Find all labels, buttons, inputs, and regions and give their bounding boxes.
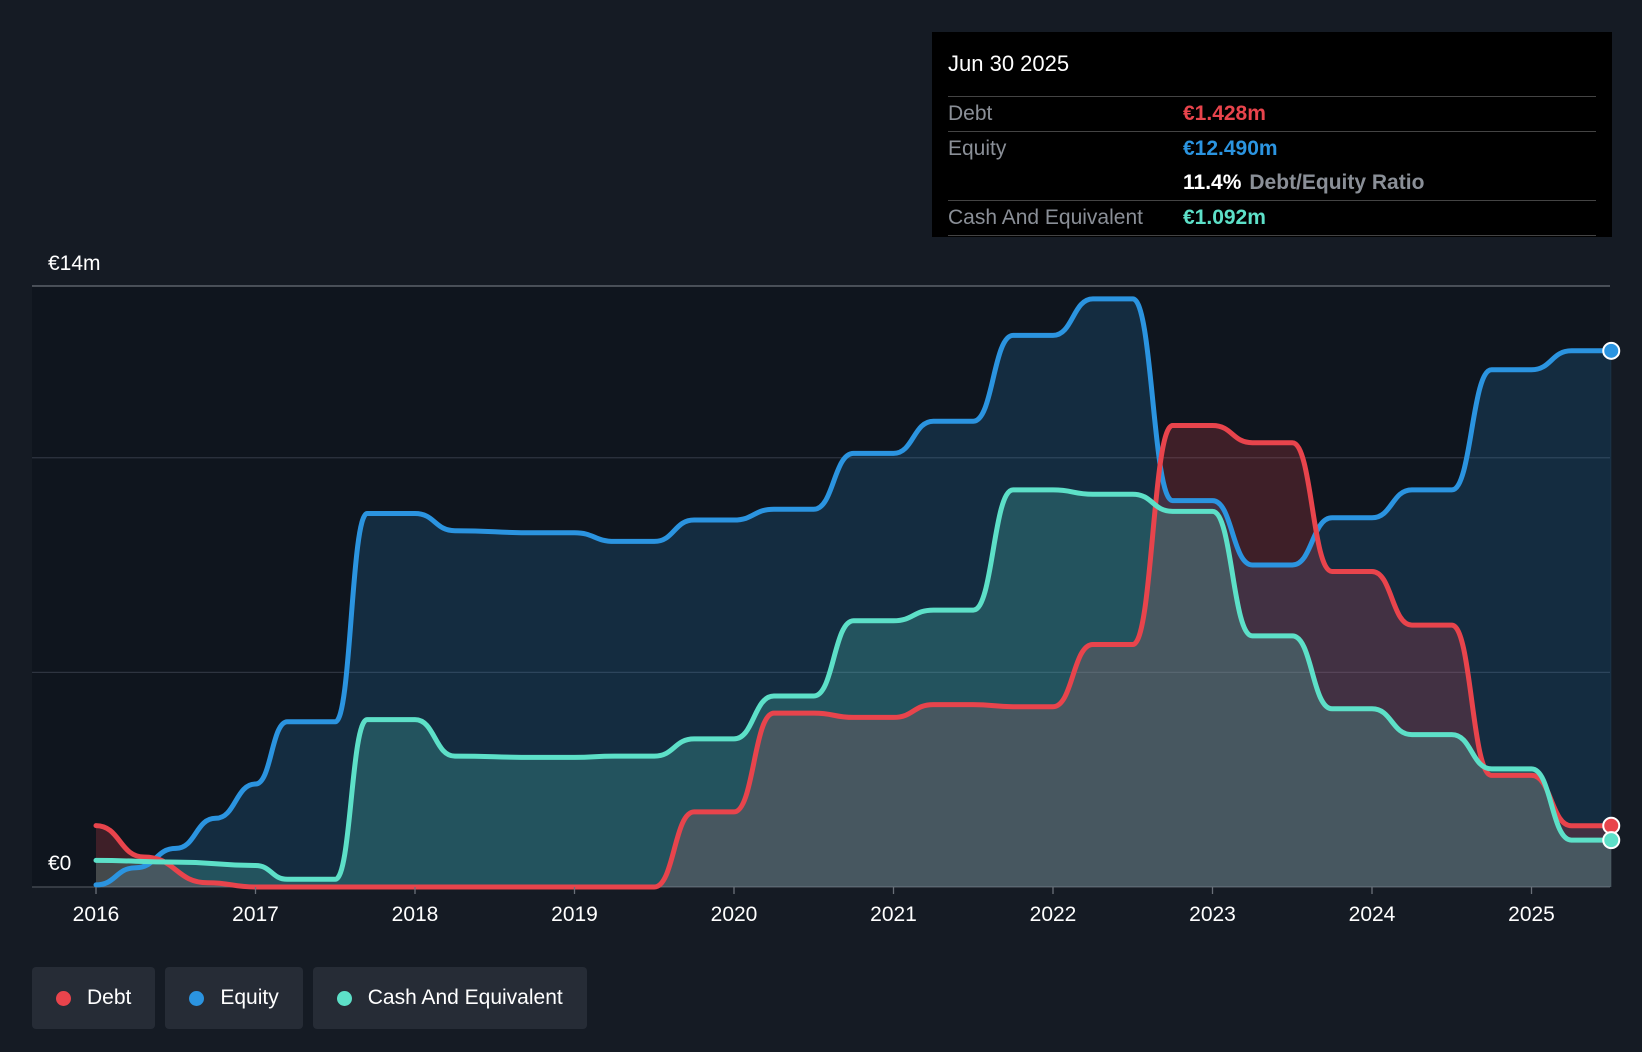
- legend-item-cash[interactable]: Cash And Equivalent: [312, 967, 587, 1029]
- x-tick-2016: 2016: [73, 903, 120, 926]
- tooltip-cash-label: Cash And Equivalent: [948, 206, 1143, 229]
- tooltip-equity-label: Equity: [948, 137, 1007, 160]
- legend-cash-label: Cash And Equivalent: [367, 986, 563, 1009]
- y-axis-label-top: €14m: [48, 252, 101, 275]
- tooltip-equity-value: €12.490m: [1183, 137, 1278, 160]
- debt-dot-icon: [56, 990, 71, 1006]
- endpoint-cash-and-equivalent: [1602, 831, 1621, 850]
- endpoint-equity: [1602, 341, 1621, 360]
- legend: Debt Equity Cash And Equivalent: [32, 967, 587, 1029]
- tooltip-debt-value: €1.428m: [1183, 102, 1266, 125]
- x-axis-ticks: 2016 2017 2018 2019 2020 2021 2022 2023 2024 2025: [73, 887, 1555, 926]
- x-tick-2025: 2025: [1508, 903, 1555, 926]
- tooltip-ratio-row: 11.4% Debt/Equity Ratio: [948, 166, 1596, 200]
- tooltip-ratio-value: 11.4%: [1183, 171, 1242, 194]
- y-axis-label-bottom: €0: [48, 852, 71, 875]
- legend-debt-label: Debt: [87, 986, 132, 1009]
- tooltip-cash-row: Cash And Equivalent €1.092m: [948, 200, 1596, 236]
- legend-equity-label: Equity: [220, 986, 279, 1009]
- line-debt: [93, 423, 1614, 890]
- series-endpoints: [1602, 341, 1621, 850]
- tooltip-date: Jun 30 2025: [948, 51, 1070, 76]
- legend-item-equity[interactable]: Equity: [165, 967, 303, 1029]
- tooltip-debt-row: Debt €1.428m: [948, 96, 1596, 131]
- tooltip-debt-label: Debt: [948, 102, 993, 125]
- cash-dot-icon: [336, 990, 352, 1006]
- line-equity: [93, 296, 1614, 888]
- tooltip-panel: Jun 30 2025 Debt €1.428m Equity €12.490m…: [932, 32, 1612, 237]
- x-tick-2022: 2022: [1030, 903, 1077, 926]
- x-tick-2024: 2024: [1349, 903, 1396, 926]
- equity-dot-icon: [189, 990, 205, 1006]
- grid-lines: [32, 285, 1610, 888]
- x-tick-2018: 2018: [392, 903, 439, 926]
- plot-background: [32, 286, 1610, 887]
- area-equity: [96, 298, 1612, 887]
- tooltip-equity-row: Equity €12.490m: [948, 131, 1596, 166]
- tooltip-ratio-label: Debt/Equity Ratio: [1249, 171, 1425, 194]
- x-tick-2017: 2017: [232, 903, 279, 926]
- series-lines: [93, 296, 1614, 890]
- tooltip-cash-value: €1.092m: [1183, 206, 1266, 229]
- line-cash-and-equivalent: [93, 487, 1614, 882]
- legend-item-debt[interactable]: Debt: [32, 967, 156, 1029]
- x-tick-2020: 2020: [711, 903, 758, 926]
- x-tick-2021: 2021: [870, 903, 917, 926]
- x-tick-2019: 2019: [551, 903, 598, 926]
- x-tick-2023: 2023: [1189, 903, 1236, 926]
